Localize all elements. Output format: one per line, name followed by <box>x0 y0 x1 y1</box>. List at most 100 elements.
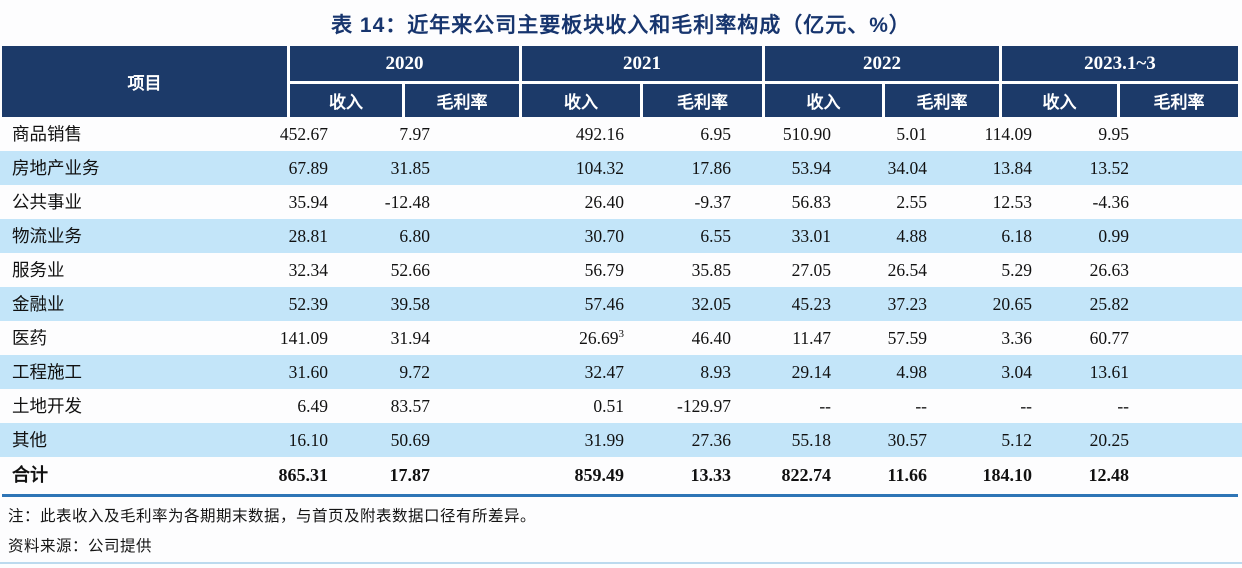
value-cell: 37.23 <box>887 294 927 314</box>
row-label: 物流业务 <box>12 226 82 246</box>
table-row: 服务业 32.34 52.66 56.79 35.85 27.05 26.54 5.29 26.… <box>0 253 1242 287</box>
value-cell: 452.67 <box>279 124 328 144</box>
value-cell: 4.88 <box>896 226 927 246</box>
value-cell: 60.77 <box>1089 328 1129 348</box>
row-label: 其他 <box>12 430 47 450</box>
value-cell: 16.10 <box>288 430 328 450</box>
value-cell: 55.18 <box>791 430 831 450</box>
sub-header-margin: 毛利率 <box>643 84 765 117</box>
value-cell: 13.52 <box>1089 158 1129 178</box>
value-cell: 26.40 <box>584 192 624 212</box>
total-row: 合计 865.31 17.87 859.49 13.33 822.74 11.66 184.1… <box>0 457 1242 494</box>
value-cell: 9.95 <box>1098 124 1129 144</box>
value-cell: -- <box>915 396 927 416</box>
row-label: 公共事业 <box>12 192 82 212</box>
value-cell: 52.66 <box>390 260 430 280</box>
value-cell: 6.80 <box>399 226 430 246</box>
row-label: 土地开发 <box>12 396 82 416</box>
row-label: 金融业 <box>12 294 65 314</box>
row-label: 商品销售 <box>12 124 82 144</box>
footer-divider <box>0 562 1242 564</box>
table-row: 其他 16.10 50.69 31.99 27.36 55.18 30.57 5.12 20.2… <box>0 423 1242 457</box>
value-cell: 56.79 <box>584 260 624 280</box>
col-group-2023: 2023.1~3 <box>1002 46 1238 84</box>
value-cell: 6.95 <box>700 124 731 144</box>
value-cell: 3.36 <box>1001 328 1032 348</box>
table-row: 商品销售 452.67 7.97 492.16 6.95 510.90 5.01 114.09… <box>0 117 1242 151</box>
table-bottom-rule <box>2 494 1238 497</box>
table-row: 工程施工 31.60 9.72 32.47 8.93 29.14 4.98 3.04 13.61 <box>0 355 1242 389</box>
sub-header-income: 收入 <box>522 84 643 117</box>
value-cell: 17.87 <box>389 465 431 485</box>
value-cell: 6.49 <box>297 396 328 416</box>
value-cell: -129.97 <box>677 396 731 416</box>
value-cell: 31.60 <box>288 362 328 382</box>
value-cell: -12.48 <box>384 192 430 212</box>
value-cell: 13.33 <box>690 465 732 485</box>
value-cell: 6.55 <box>700 226 731 246</box>
table-title: 表 14：近年来公司主要板块收入和毛利率构成（亿元、%） <box>331 14 911 37</box>
table-row: 医药 141.09 31.94 26.693 46.40 11.47 57.59 3.36 60… <box>0 321 1242 355</box>
row-label: 合计 <box>12 465 48 485</box>
value-cell: 33.01 <box>791 226 831 246</box>
value-cell: 30.57 <box>887 430 927 450</box>
value-cell: -4.36 <box>1092 192 1129 212</box>
value-cell: 26.693 <box>579 328 625 348</box>
value-cell: 32.34 <box>288 260 328 280</box>
value-cell: 67.89 <box>288 158 328 178</box>
value-cell: 46.40 <box>691 328 731 348</box>
value-cell: 5.29 <box>1001 260 1032 280</box>
value-cell: 11.47 <box>792 328 831 348</box>
table-row: 金融业 52.39 39.58 57.46 32.05 45.23 37.23 20.65 25… <box>0 287 1242 321</box>
value-cell: 13.61 <box>1089 362 1129 382</box>
table-row: 土地开发 6.49 83.57 0.51 -129.97 -- -- -- -- <box>0 389 1242 423</box>
value-cell: 20.65 <box>992 294 1032 314</box>
value-cell: 35.85 <box>691 260 731 280</box>
value-cell: 104.32 <box>575 158 624 178</box>
table-header: 项目 2020 2021 2022 2023.1~3 收入 毛利率 收入 毛利率… <box>2 46 1238 117</box>
value-cell: 32.47 <box>584 362 624 382</box>
value-cell: 39.58 <box>390 294 430 314</box>
row-label: 房地产业务 <box>12 158 100 178</box>
value-cell: -- <box>1117 396 1129 416</box>
value-cell: 4.98 <box>896 362 927 382</box>
value-cell: 25.82 <box>1089 294 1129 314</box>
value-cell: 12.53 <box>992 192 1032 212</box>
value-cell: 50.69 <box>390 430 430 450</box>
col-group-2020: 2020 <box>290 46 522 84</box>
sub-header-margin: 毛利率 <box>885 84 1002 117</box>
row-label: 工程施工 <box>12 362 82 382</box>
value-cell: 0.51 <box>593 396 624 416</box>
value-cell: 13.84 <box>992 158 1032 178</box>
value-cell: 52.39 <box>288 294 328 314</box>
item-column-header: 项目 <box>2 46 290 117</box>
value-cell: 3.04 <box>1001 362 1032 382</box>
table-row: 物流业务 28.81 6.80 30.70 6.55 33.01 4.88 6.18 0.99 <box>0 219 1242 253</box>
value-cell: 8.93 <box>700 362 731 382</box>
value-cell: 34.04 <box>887 158 927 178</box>
sub-header-margin: 毛利率 <box>405 84 522 117</box>
value-cell: 83.57 <box>390 396 430 416</box>
value-cell: 32.05 <box>691 294 731 314</box>
value-cell: 26.63 <box>1089 260 1129 280</box>
value-cell: 56.83 <box>791 192 831 212</box>
note-text: 注：此表收入及毛利率为各期期末数据，与首页及附表数据口径有所差异。 <box>8 508 537 525</box>
value-cell: 5.12 <box>1001 430 1032 450</box>
value-cell: 57.59 <box>887 328 927 348</box>
value-cell: 31.99 <box>584 430 624 450</box>
table-body: 商品销售 452.67 7.97 492.16 6.95 510.90 5.01 114.09… <box>0 117 1242 494</box>
value-cell: 28.81 <box>288 226 328 246</box>
value-cell: 6.18 <box>1001 226 1032 246</box>
row-label: 医药 <box>12 328 47 348</box>
value-cell: 53.94 <box>791 158 831 178</box>
sub-header-income: 收入 <box>765 84 885 117</box>
value-cell: 184.10 <box>982 465 1033 485</box>
row-label: 服务业 <box>12 260 65 280</box>
sub-header-income: 收入 <box>290 84 405 117</box>
value-cell: 11.66 <box>887 465 927 485</box>
table-row: 房地产业务 67.89 31.85 104.32 17.86 53.94 34.04 13.8… <box>0 151 1242 185</box>
value-cell: 114.09 <box>984 124 1032 144</box>
footnote-superscript: 3 <box>618 328 625 341</box>
value-cell: 27.36 <box>691 430 731 450</box>
